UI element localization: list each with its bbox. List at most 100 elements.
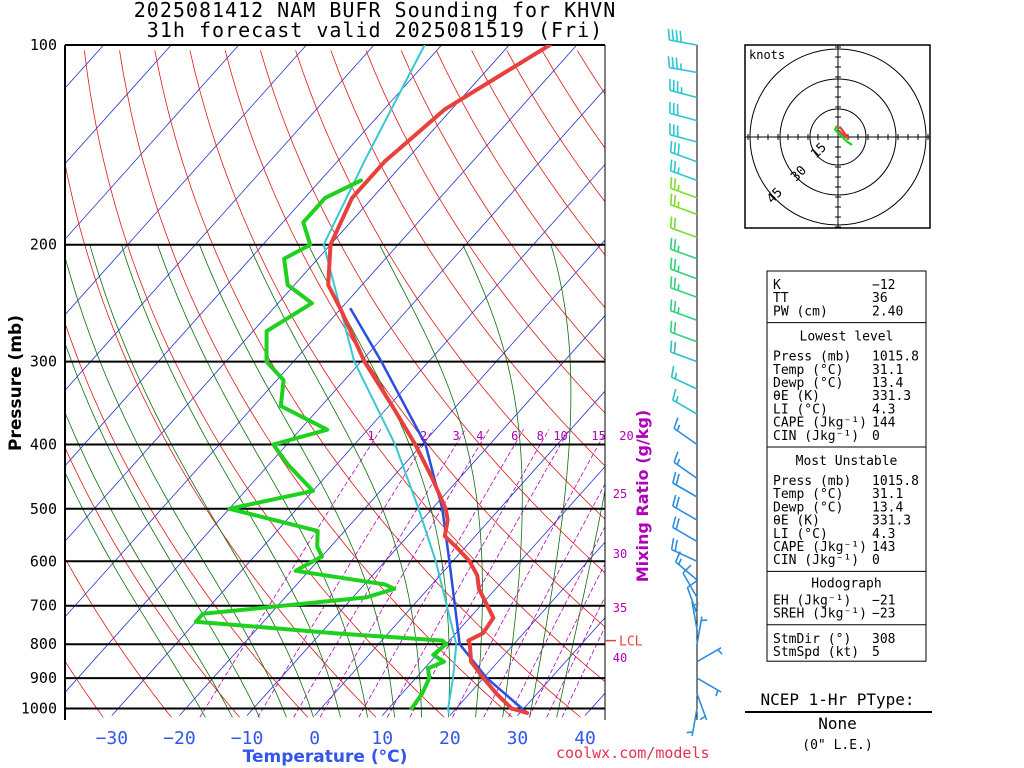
index-value: 0 [872, 429, 880, 444]
dry-adiabat-line [65, 660, 104, 718]
indices-table: K −12 TT 36 PW (cm) 2.40 Lowest level Press (mb… [766, 270, 927, 662]
mixing-ratio-line [257, 429, 434, 718]
mixing-ratio-label: 6 [511, 429, 518, 443]
barb-shaft [670, 151, 698, 163]
barb-feather [669, 340, 673, 353]
table-frame [766, 270, 927, 662]
barb-shaft [669, 112, 698, 122]
mixing-ratio-line [508, 525, 605, 718]
table-section-title: Most Unstable [796, 454, 898, 469]
barb-feather [682, 564, 692, 574]
barb-shaft [670, 187, 698, 199]
mixing-ratio-label: 2 [420, 429, 427, 443]
barb-shaft [669, 89, 698, 99]
index-label: TT [773, 291, 789, 306]
mixing-ratio-label: 25 [613, 487, 627, 501]
index-label: EH (Jkg⁻¹) [773, 593, 851, 608]
index-label: K [773, 278, 781, 293]
barb-feather [669, 237, 673, 250]
temperature-tick-label: −20 [163, 728, 196, 749]
barb-feather [669, 257, 673, 270]
wind-barb [670, 365, 698, 390]
barb-feather [677, 143, 680, 156]
barb-feather [673, 178, 677, 190]
index-label: CIN (Jkg⁻¹) [773, 553, 859, 568]
barb-half-feather [717, 649, 723, 655]
barb-half-feather [677, 558, 683, 565]
hodograph-trace-low [835, 125, 850, 140]
barb-shaft [691, 601, 698, 630]
dry-adiabat-line [154, 50, 581, 718]
index-value: −21 [872, 593, 895, 608]
wind-barb [696, 616, 708, 645]
pressure-tick-label: 300 [30, 353, 57, 371]
mixing-ratio-label: 40 [613, 651, 627, 665]
barb-feather [669, 216, 673, 228]
ptype-divider [745, 711, 932, 713]
dry-adiabat-line [436, 50, 605, 309]
barb-feather [673, 322, 677, 334]
barb-feather [675, 57, 679, 70]
ptype-heading: NCEP 1-Hr PType: [760, 690, 915, 709]
barb-shaft [670, 286, 698, 299]
index-value: 331.3 [872, 514, 911, 529]
barb-half-feather [676, 424, 681, 431]
wind-barb [673, 451, 698, 480]
index-value: 143 [872, 540, 895, 555]
temperature-tick-label: 0 [309, 728, 320, 749]
isotherm-line [65, 45, 442, 467]
barb-half-feather [677, 307, 680, 314]
barb-shaft [696, 677, 722, 693]
mixing-ratio-label: 10 [553, 429, 567, 443]
mixing-ratio-label: 8 [537, 429, 544, 443]
barb-feather [674, 539, 678, 552]
barb-shaft [696, 693, 708, 721]
barb-shaft [671, 376, 698, 390]
index-value: 31.1 [872, 487, 903, 502]
isotherm-line [65, 88, 605, 693]
isotherm-line [314, 390, 605, 716]
barb-shaft [670, 310, 698, 322]
index-label: θE (K) [773, 514, 820, 529]
dry-adiabat-line [365, 50, 605, 414]
mixing-ratio-line [319, 429, 490, 718]
barb-feather [673, 217, 677, 230]
barb-feather [673, 142, 677, 154]
barb-feather [669, 193, 673, 205]
index-label: StmDir (°) [773, 632, 851, 647]
wind-barb [672, 516, 698, 543]
index-label: CAPE (Jkg⁻¹) [773, 416, 867, 431]
dry-adiabat-line [119, 50, 513, 718]
wind-barb [672, 494, 698, 521]
chart-title: 2025081412 NAM BUFR Sounding for KHVN [133, 0, 617, 22]
barb-feather [669, 176, 673, 189]
isotherm-line [246, 315, 605, 716]
barb-shaft [670, 248, 698, 260]
barb-shaft [670, 331, 698, 343]
barb-shaft [670, 268, 698, 280]
isotherm-line [65, 45, 578, 618]
barb-shaft [672, 399, 698, 415]
hodograph-units-label: knots [749, 48, 785, 62]
wind-barb [691, 601, 699, 630]
barb-feather [675, 473, 680, 486]
mixing-ratio-line [546, 596, 605, 718]
barb-shaft [675, 561, 698, 581]
mixing-ratio-label: 15 [591, 429, 605, 443]
barb-feather [672, 388, 677, 401]
index-label: CIN (Jkg⁻¹) [773, 429, 859, 444]
index-label: Press (mb) [773, 474, 851, 489]
wind-barb [669, 340, 698, 363]
temperature-tick-label: 30 [507, 728, 529, 749]
dry-adiabat-line [295, 50, 605, 520]
barb-half-feather [675, 395, 679, 403]
barb-shaft [669, 66, 698, 74]
wind-barb [667, 28, 698, 46]
wind-barb [696, 647, 723, 663]
wind-barb [669, 257, 698, 280]
isotherm-line [179, 239, 605, 716]
pressure-tick-label: 900 [30, 669, 57, 687]
